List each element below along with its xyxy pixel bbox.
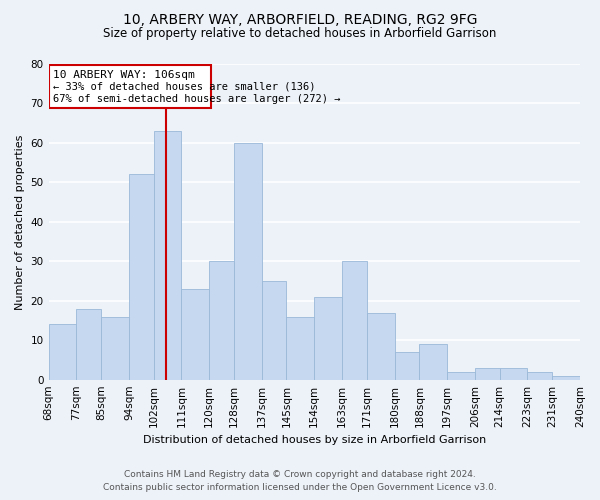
Bar [76, 308, 101, 380]
Bar [262, 281, 286, 380]
Bar [500, 368, 527, 380]
Bar [367, 312, 395, 380]
Y-axis label: Number of detached properties: Number of detached properties [15, 134, 25, 310]
Bar [49, 324, 76, 380]
Bar [342, 262, 367, 380]
Bar [181, 289, 209, 380]
Text: 10 ARBERY WAY: 106sqm: 10 ARBERY WAY: 106sqm [53, 70, 195, 80]
Bar [209, 262, 234, 380]
Text: 10, ARBERY WAY, ARBORFIELD, READING, RG2 9FG: 10, ARBERY WAY, ARBORFIELD, READING, RG2… [123, 12, 477, 26]
Bar [234, 143, 262, 380]
Text: ← 33% of detached houses are smaller (136): ← 33% of detached houses are smaller (13… [53, 82, 316, 92]
Bar [475, 368, 500, 380]
Bar [419, 344, 447, 380]
Bar [552, 376, 580, 380]
Bar [101, 316, 129, 380]
Bar [49, 65, 211, 108]
Bar [129, 174, 154, 380]
Bar [154, 131, 181, 380]
Bar [314, 297, 342, 380]
Bar [395, 352, 419, 380]
Bar [447, 372, 475, 380]
X-axis label: Distribution of detached houses by size in Arborfield Garrison: Distribution of detached houses by size … [143, 435, 486, 445]
Text: Contains HM Land Registry data © Crown copyright and database right 2024.
Contai: Contains HM Land Registry data © Crown c… [103, 470, 497, 492]
Text: 67% of semi-detached houses are larger (272) →: 67% of semi-detached houses are larger (… [53, 94, 341, 104]
Bar [286, 316, 314, 380]
Text: Size of property relative to detached houses in Arborfield Garrison: Size of property relative to detached ho… [103, 28, 497, 40]
Bar [527, 372, 552, 380]
